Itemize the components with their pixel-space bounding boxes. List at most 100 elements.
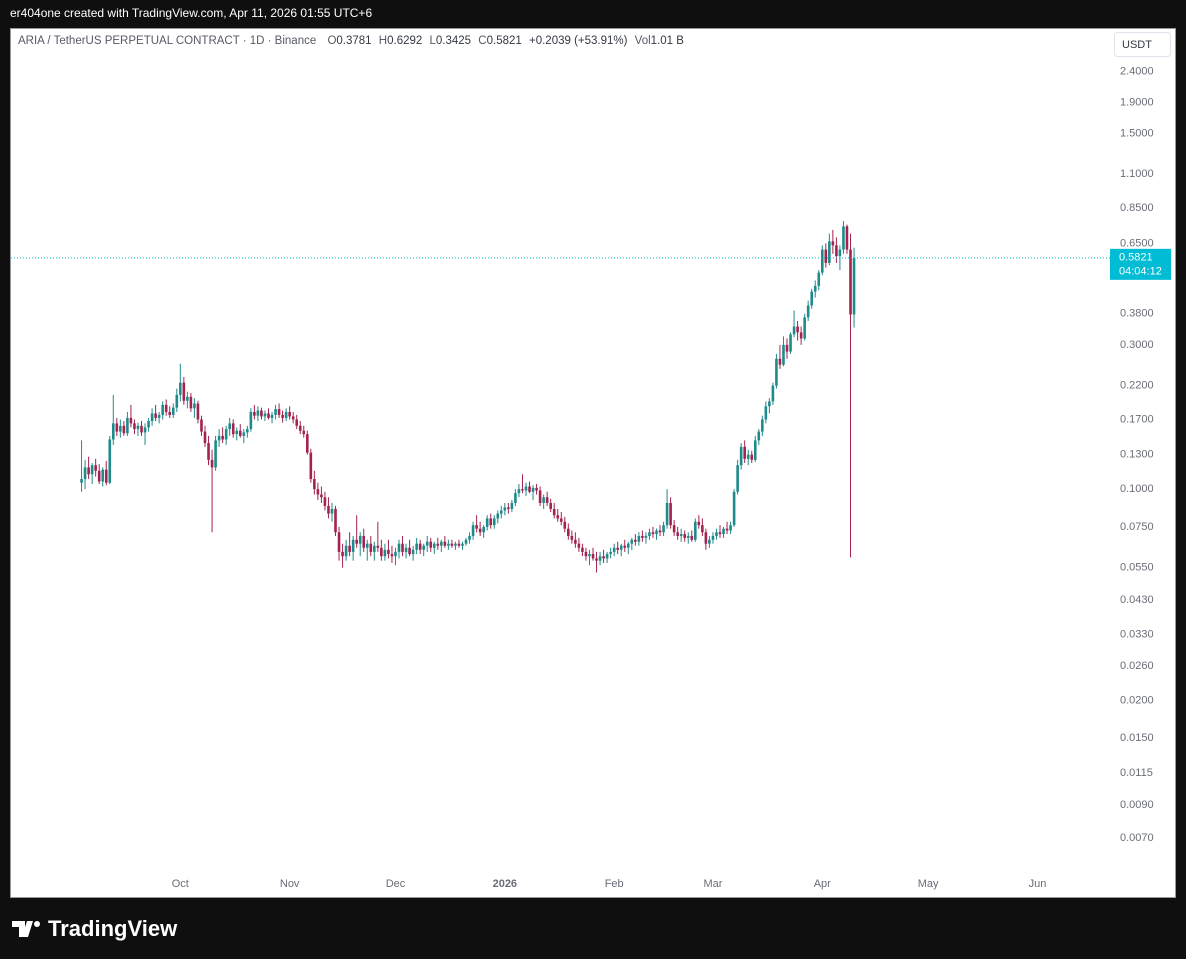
candle-body: [274, 409, 277, 415]
low-value: 0.3425: [436, 35, 471, 47]
candle-body: [418, 543, 422, 550]
candle-body: [260, 410, 263, 417]
candle-body: [196, 403, 200, 420]
y-tick-label: 0.0330: [1120, 629, 1154, 641]
y-tick-label: 0.0200: [1120, 694, 1154, 706]
candle-body: [732, 491, 736, 526]
candle-body: [281, 414, 284, 418]
candle-body: [690, 535, 694, 540]
candle-body: [831, 241, 835, 246]
candle-body: [263, 413, 267, 417]
candle-body: [246, 429, 249, 433]
candle-body: [387, 549, 390, 555]
candle-body: [193, 403, 196, 409]
y-tick-label: 0.0430: [1120, 594, 1154, 606]
candle-body: [764, 406, 768, 420]
countdown-label: 04:04:12: [1119, 266, 1162, 278]
candle-body: [362, 535, 366, 548]
candle-body: [662, 525, 665, 533]
candle-body: [168, 411, 172, 415]
legend-row: ARIA / TetherUS PERPETUAL CONTRACT · 1D …: [18, 35, 684, 47]
candle-body: [443, 541, 447, 546]
volume-value: 1.01 B: [651, 35, 685, 47]
candle-body: [224, 429, 228, 440]
candle-body: [602, 556, 605, 559]
last-price-box: [1110, 248, 1171, 280]
candle-body: [655, 530, 658, 535]
candle-body: [482, 526, 485, 533]
currency-label[interactable]: USDT: [1122, 39, 1152, 51]
candle-body: [782, 344, 785, 365]
candle-body: [545, 497, 549, 503]
candle-body: [626, 543, 630, 548]
candle-body: [468, 535, 471, 540]
candle-body: [277, 409, 281, 415]
candle-body: [570, 535, 574, 540]
chart-panel: [10, 28, 1176, 898]
candle-body: [122, 425, 126, 434]
candle-body: [514, 493, 517, 503]
candle-body: [556, 515, 560, 519]
candle-body: [785, 344, 789, 352]
candle-body: [157, 414, 161, 418]
y-tick-label: 0.0070: [1120, 832, 1154, 844]
candle-body: [440, 541, 443, 546]
candle-body: [496, 513, 500, 519]
candle-body: [595, 558, 598, 561]
candle-body: [87, 467, 90, 475]
candle-body: [351, 539, 355, 552]
candle-body: [267, 413, 270, 418]
candle-body: [475, 525, 478, 529]
candle-body: [179, 382, 182, 395]
y-tick-label: 0.1000: [1120, 483, 1154, 495]
candle-body: [510, 502, 514, 509]
candle-body: [432, 543, 436, 548]
candle-body: [750, 454, 754, 460]
candle-body: [323, 497, 327, 506]
candle-body: [528, 486, 531, 492]
candle-body: [365, 543, 369, 548]
candle-body: [679, 534, 683, 536]
candle-body: [852, 257, 856, 315]
candle-body: [708, 539, 711, 544]
candle-body: [380, 547, 383, 557]
candle-body: [186, 396, 189, 401]
candle-body: [567, 528, 570, 536]
candle-body: [298, 425, 302, 431]
candle-body: [302, 430, 306, 435]
footer-logo: TradingView: [12, 916, 178, 941]
candle-body: [761, 419, 764, 432]
open-value: 0.3781: [336, 35, 371, 47]
close-value: 0.5821: [487, 35, 522, 47]
y-tick-label: 0.1300: [1120, 449, 1154, 461]
currency-button[interactable]: [1114, 32, 1171, 57]
candle-body: [119, 425, 122, 432]
logo-dot: [34, 921, 40, 927]
candle-body: [588, 554, 591, 557]
candle-body: [598, 556, 602, 561]
candle-body: [835, 245, 838, 257]
candle-body: [242, 432, 246, 436]
candle-body: [344, 545, 348, 557]
candle-body: [651, 532, 655, 535]
low-label: L: [430, 35, 437, 47]
candle-body: [591, 554, 595, 559]
y-tick-label: 0.0090: [1120, 799, 1154, 811]
candle-body: [330, 508, 334, 514]
candle-body: [461, 543, 464, 546]
candle-body: [253, 411, 256, 416]
candle-body: [492, 518, 496, 526]
candle-body: [499, 510, 503, 514]
candle-body: [485, 518, 489, 527]
candle-body: [90, 465, 94, 475]
candle-body: [334, 508, 337, 533]
y-tick-label: 1.9000: [1120, 96, 1154, 108]
candle-body: [799, 332, 803, 339]
candle-body: [559, 518, 563, 522]
candle-body: [429, 541, 433, 548]
candle-body: [648, 532, 651, 536]
y-tick-label: 0.0115: [1120, 767, 1153, 779]
candle-body: [672, 525, 676, 533]
candle-body: [697, 521, 701, 526]
candle-body: [623, 545, 627, 548]
